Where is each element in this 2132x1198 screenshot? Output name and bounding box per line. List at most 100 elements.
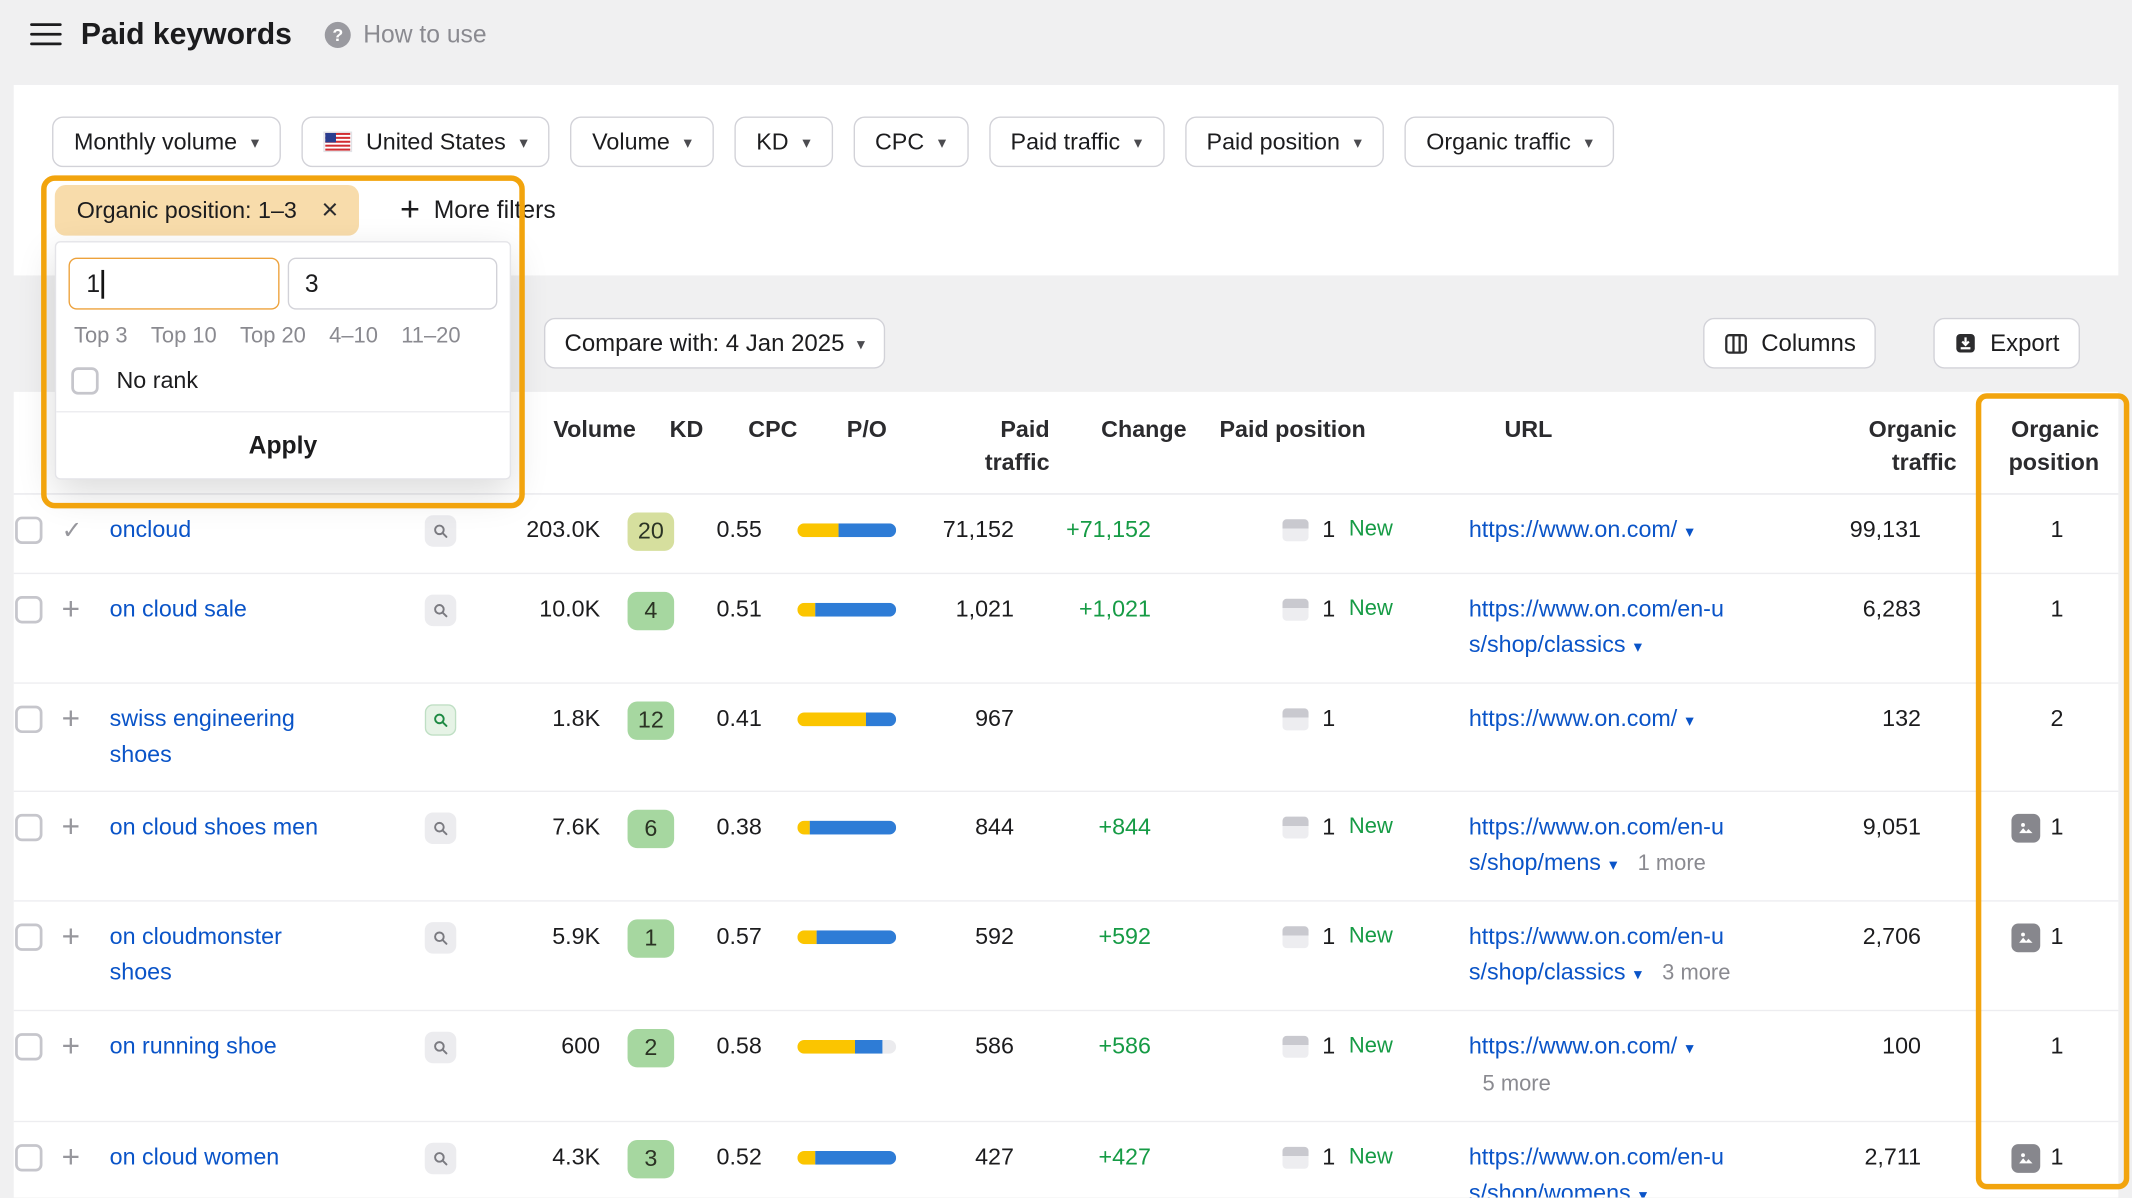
url-link[interactable]: https://www.on.com/en-u▾ [1469, 924, 1724, 950]
organic-position-value: 1 [2050, 596, 2064, 623]
url-link[interactable]: https://www.on.com/en-u▾ [1469, 814, 1724, 840]
serp-overview-icon[interactable] [424, 704, 457, 736]
col-header-url[interactable]: URL [1504, 416, 1553, 443]
add-keyword-icon[interactable]: + [61, 918, 81, 954]
paid-share-bar [797, 712, 867, 727]
how-to-use-link[interactable]: ? How to use [324, 20, 487, 49]
filter-button-label: CPC [874, 128, 925, 155]
col-header-paid-position[interactable]: Paid position [1219, 416, 1366, 443]
no-rank-checkbox[interactable] [71, 367, 99, 395]
url-link-line2[interactable]: s/shop/mens ▾ [1469, 850, 1618, 876]
serp-overview-icon[interactable] [424, 515, 457, 547]
url-line2-text: s/shop/womens [1468, 1179, 1631, 1198]
row-checkbox[interactable] [15, 596, 43, 624]
close-icon[interactable]: × [321, 194, 339, 227]
filter-button[interactable]: Monthly volume ▾ [52, 116, 282, 168]
url-link[interactable]: https://www.on.com/ ▾ [1469, 1033, 1694, 1059]
position-to-input[interactable]: 3 [287, 257, 498, 310]
filter-button[interactable]: Volume ▾ [570, 116, 714, 168]
keyword-link[interactable]: on running shoe [109, 1033, 277, 1060]
url-link[interactable]: https://www.on.com/ ▾ [1469, 706, 1694, 732]
keyword-link[interactable]: on cloud women [109, 1144, 280, 1171]
url-link[interactable]: https://www.on.com/ ▾ [1469, 517, 1694, 543]
url-line2-text: s/shop/mens [1468, 849, 1601, 876]
more-urls-link[interactable]: 1 more [1637, 852, 1706, 876]
url-line1-text: https://www.on.com/ [1468, 516, 1678, 543]
filter-button[interactable]: Paid traffic ▾ [988, 116, 1165, 168]
col-header-po[interactable]: P/O [846, 416, 887, 443]
serp-overview-icon[interactable] [424, 594, 457, 627]
url-link-line2[interactable]: s/shop/womens ▾ [1469, 1180, 1647, 1198]
serp-overview-icon[interactable] [424, 1142, 457, 1175]
row-checkbox[interactable] [15, 1033, 43, 1061]
quick-range-link[interactable]: Top 3 [73, 324, 128, 349]
add-keyword-icon[interactable]: + [61, 590, 81, 627]
organic-position-filter-chip[interactable]: Organic position: 1–3 × [54, 184, 359, 236]
keyword-link[interactable]: on cloudmonster shoes [109, 923, 282, 986]
compare-with-button[interactable]: Compare with: 4 Jan 2025 ▾ [543, 317, 886, 369]
paid-position-value: 1 [1322, 596, 1336, 623]
url-caret-icon[interactable]: ▾ [1685, 1038, 1694, 1058]
add-keyword-icon[interactable]: + [61, 1027, 81, 1064]
keyword-link[interactable]: swiss engineering shoes [109, 705, 295, 768]
url-caret-icon[interactable]: ▾ [1685, 522, 1694, 542]
url-caret2-icon[interactable]: ▾ [1609, 855, 1618, 875]
more-filters-button[interactable]: + More filters [400, 193, 556, 227]
col-header-organic-position[interactable]: Organic position [2008, 416, 2100, 476]
position-from-input[interactable]: 1 [68, 257, 279, 310]
add-keyword-icon[interactable]: + [61, 700, 81, 736]
url-link-line2[interactable]: s/shop/classics ▾ [1469, 959, 1642, 985]
keyword-link[interactable]: on cloud sale [109, 596, 247, 623]
row-checkbox[interactable] [15, 923, 43, 951]
url-caret2-icon[interactable]: ▾ [1638, 1185, 1648, 1198]
row-checkbox[interactable] [15, 1144, 43, 1172]
quick-range-link[interactable]: Top 20 [240, 324, 306, 349]
col-header-paid-traffic[interactable]: Paid traffic [984, 416, 1050, 476]
more-urls-link[interactable]: 3 more [1662, 961, 1731, 986]
add-keyword-icon[interactable]: + [61, 808, 81, 845]
url-caret-icon[interactable]: ▾ [1685, 711, 1694, 731]
more-urls-link[interactable]: 5 more [1482, 1072, 1551, 1097]
serp-overview-icon[interactable] [424, 1031, 457, 1064]
filter-button[interactable]: CPC ▾ [853, 116, 969, 168]
serp-overview-icon[interactable] [424, 812, 457, 845]
row-checkbox[interactable] [15, 705, 43, 734]
paid-position-value: 1 [1322, 923, 1336, 950]
col-header-change[interactable]: Change [1101, 416, 1187, 443]
volume-cell: 4.3K [552, 1144, 601, 1171]
col-header-cpc[interactable]: CPC [748, 416, 798, 443]
cpc-cell: 0.41 [716, 705, 762, 732]
filter-button-label: Volume [592, 128, 670, 155]
apply-button[interactable]: Apply [56, 411, 510, 478]
url-link[interactable]: https://www.on.com/en-u▾ [1469, 596, 1724, 622]
url-link-line2[interactable]: s/shop/classics ▾ [1469, 632, 1642, 658]
keyword-link[interactable]: oncloud [109, 516, 192, 543]
url-caret2-icon[interactable]: ▾ [1633, 637, 1642, 657]
quick-range-link[interactable]: Top 10 [150, 324, 217, 349]
ad-thumbnail-icon [1282, 1146, 1309, 1169]
add-keyword-icon[interactable]: + [61, 1138, 81, 1175]
filter-button[interactable]: Paid position ▾ [1184, 116, 1384, 168]
row-checkbox[interactable] [15, 516, 43, 544]
url-caret2-icon[interactable]: ▾ [1633, 964, 1642, 984]
col-header-volume[interactable]: Volume [553, 416, 636, 443]
filter-button[interactable]: United States ▾ [301, 116, 550, 168]
filter-button[interactable]: Organic traffic ▾ [1404, 116, 1615, 168]
quick-range-link[interactable]: 4–10 [329, 324, 378, 349]
menu-icon[interactable] [30, 22, 62, 46]
col-header-organic-traffic[interactable]: Organic traffic [1868, 416, 1957, 476]
export-button[interactable]: Export [1933, 317, 2080, 369]
organic-share-bar [838, 523, 897, 538]
quick-range-link[interactable]: 11–20 [401, 324, 461, 349]
columns-button[interactable]: Columns [1703, 317, 1877, 369]
col-header-kd[interactable]: KD [669, 416, 704, 443]
url-link[interactable]: https://www.on.com/en-u▾ [1469, 1144, 1724, 1170]
row-checkbox[interactable] [15, 813, 43, 842]
serp-overview-icon[interactable] [424, 922, 457, 954]
ad-thumbnail-icon [1282, 708, 1309, 731]
keyword-link[interactable]: on cloud shoes men [109, 813, 319, 840]
filter-button[interactable]: KD ▾ [734, 116, 833, 168]
kd-badge: 3 [627, 1140, 675, 1179]
paid-traffic-cell: 592 [975, 923, 1014, 950]
